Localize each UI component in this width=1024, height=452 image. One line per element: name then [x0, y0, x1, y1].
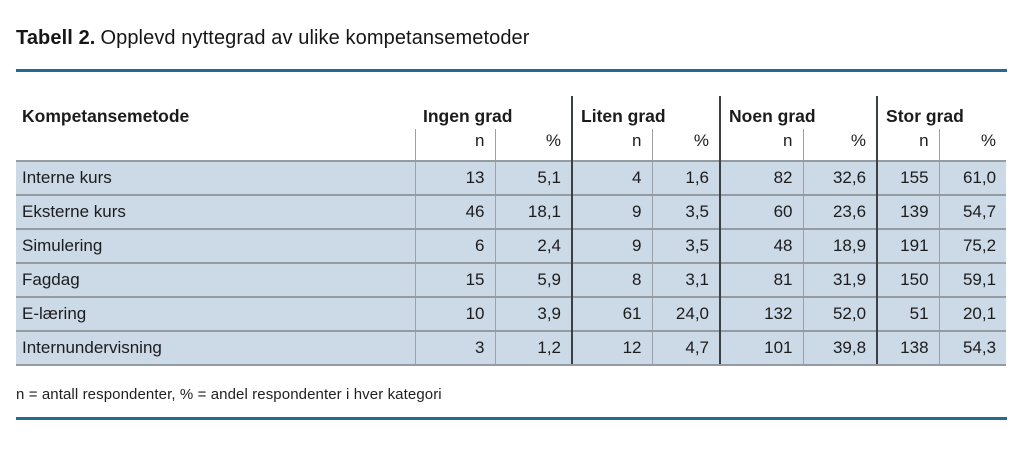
competence-methods-table: Kompetansemetode Ingen grad Liten grad N…	[16, 96, 1007, 366]
cell-value: 1,6	[651, 160, 721, 195]
cell-value: 82	[719, 160, 804, 195]
method-name: E-læring	[16, 296, 415, 331]
cell-value: 3,5	[651, 194, 721, 229]
subheader-pct: %	[938, 129, 1007, 161]
cell-value: 4	[571, 160, 653, 195]
table-footnote: n = antall respondenter, % = andel respo…	[16, 386, 442, 403]
method-name: Eksterne kurs	[16, 194, 415, 229]
cell-value: 191	[876, 228, 940, 263]
cell-value: 3	[414, 330, 495, 366]
cell-value: 51	[876, 296, 940, 331]
column-group-noen-grad: Noen grad	[719, 96, 878, 129]
subheader-pct: %	[802, 129, 878, 161]
method-name: Simulering	[16, 228, 415, 263]
cell-value: 1,2	[494, 330, 573, 366]
cell-value: 5,9	[494, 262, 573, 297]
subheader-n: n	[719, 129, 804, 161]
cell-value: 54,7	[938, 194, 1007, 229]
cell-value: 138	[876, 330, 940, 366]
table-row: E-læring 10 3,9 61 24,0 132 52,0 51 20,1	[16, 296, 1007, 331]
cell-value: 18,9	[802, 228, 878, 263]
table-title-label: Tabell 2.	[16, 27, 96, 49]
table-row: Simulering 6 2,4 9 3,5 48 18,9 191 75,2	[16, 228, 1007, 263]
column-header-method: Kompetansemetode	[22, 106, 190, 126]
cell-value: 61,0	[938, 160, 1007, 195]
cell-value: 31,9	[802, 262, 878, 297]
method-name: Interne kurs	[16, 160, 415, 195]
cell-value: 8	[571, 262, 653, 297]
subheader-pct: %	[494, 129, 573, 161]
cell-value: 23,6	[802, 194, 878, 229]
cell-value: 59,1	[938, 262, 1007, 297]
cell-value: 6	[414, 228, 495, 263]
cell-value: 61	[571, 296, 653, 331]
cell-value: 15	[414, 262, 495, 297]
cell-value: 5,1	[494, 160, 573, 195]
table-title: Tabell 2. Opplevd nyttegrad av ulike komp…	[16, 26, 1007, 50]
table-row: Fagdag 15 5,9 8 3,1 81 31,9 150 59,1	[16, 262, 1007, 297]
cell-value: 101	[719, 330, 804, 366]
column-group-stor-grad: Stor grad	[876, 96, 1007, 129]
cell-value: 155	[876, 160, 940, 195]
group-header-row: Kompetansemetode Ingen grad Liten grad N…	[16, 96, 1007, 129]
table-row: Eksterne kurs 46 18,1 9 3,5 60 23,6 139 …	[16, 194, 1007, 229]
cell-value: 4,7	[651, 330, 721, 366]
cell-value: 52,0	[802, 296, 878, 331]
cell-value: 60	[719, 194, 804, 229]
cell-value: 75,2	[938, 228, 1007, 263]
table-row: Interne kurs 13 5,1 4 1,6 82 32,6 155 61…	[16, 160, 1007, 195]
cell-value: 39,8	[802, 330, 878, 366]
cell-value: 3,9	[494, 296, 573, 331]
cell-value: 24,0	[651, 296, 721, 331]
column-group-liten-grad: Liten grad	[571, 96, 721, 129]
cell-value: 3,5	[651, 228, 721, 263]
cell-value: 81	[719, 262, 804, 297]
cell-value: 132	[719, 296, 804, 331]
subheader-n: n	[414, 129, 495, 161]
cell-value: 2,4	[494, 228, 573, 263]
cell-value: 10	[414, 296, 495, 331]
cell-value: 150	[876, 262, 940, 297]
subheader-n: n	[571, 129, 653, 161]
cell-value: 13	[414, 160, 495, 195]
cell-value: 46	[414, 194, 495, 229]
cell-value: 48	[719, 228, 804, 263]
cell-value: 9	[571, 194, 653, 229]
cell-value: 9	[571, 228, 653, 263]
cell-value: 3,1	[651, 262, 721, 297]
table-row: Internundervisning 3 1,2 12 4,7 101 39,8…	[16, 330, 1007, 366]
cell-value: 32,6	[802, 160, 878, 195]
cell-value: 54,3	[938, 330, 1007, 366]
top-rule	[16, 69, 1007, 72]
bottom-rule	[16, 417, 1007, 420]
cell-value: 12	[571, 330, 653, 366]
cell-value: 139	[876, 194, 940, 229]
method-name: Internundervisning	[16, 330, 415, 366]
method-name: Fagdag	[16, 262, 415, 297]
subheader-n: n	[876, 129, 940, 161]
subheader-row: n % n % n % n %	[16, 129, 1007, 161]
cell-value: 20,1	[938, 296, 1007, 331]
cell-value: 18,1	[494, 194, 573, 229]
table-title-text: Opplevd nyttegrad av ulike kompetansemet…	[100, 27, 530, 49]
subheader-pct: %	[651, 129, 721, 161]
column-group-ingen-grad: Ingen grad	[423, 106, 513, 126]
